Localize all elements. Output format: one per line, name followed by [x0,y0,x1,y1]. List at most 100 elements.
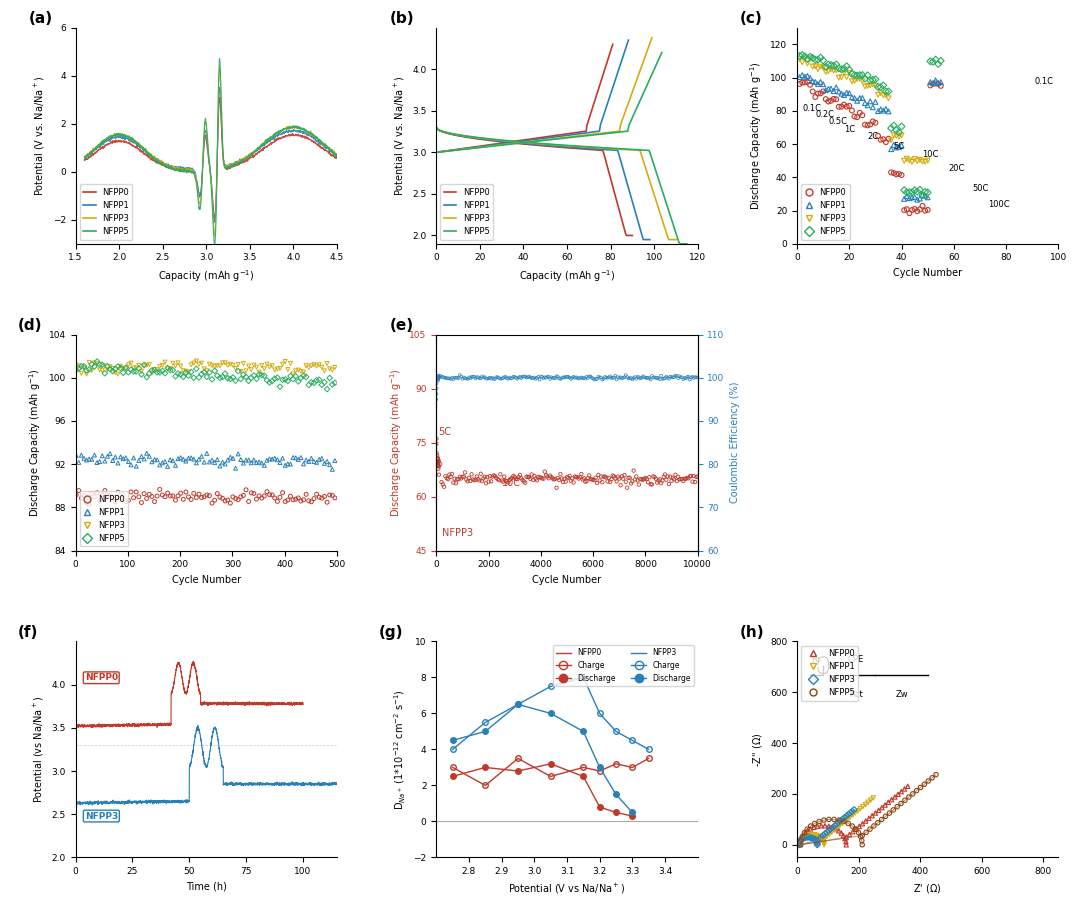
Point [815,832,833,846]
Point [872,86,889,100]
Point [445,372,462,386]
Point [596,370,613,384]
Point [544,471,562,486]
Point [794,828,811,843]
NFPP0
Charge [544,771,557,782]
Point [208,486,226,501]
Point [453,369,470,384]
Point [83,487,100,502]
Point [504,369,522,384]
Point [635,471,652,486]
Point [669,369,686,384]
Point [809,53,826,67]
Text: (g): (g) [379,625,403,640]
Point [627,372,645,386]
Point [633,371,650,385]
Point [825,58,842,73]
Point [490,371,508,385]
NFPP0
Charge [626,762,639,773]
Point [854,816,872,831]
Point [932,53,949,68]
Point [624,474,642,489]
Point [264,373,281,388]
Point [859,118,876,133]
Point [582,369,599,384]
Point [840,65,858,80]
Point [877,84,894,99]
Legend: NFPP0, NFPP1, NFPP3, NFPP5: NFPP0, NFPP1, NFPP3, NFPP5 [801,645,858,701]
Point [67,448,84,463]
Point [888,167,905,182]
Point [485,372,502,386]
Point [836,814,853,829]
Point [619,370,636,384]
Point [796,49,813,64]
Point [120,493,137,508]
Point [616,370,633,384]
Point [872,102,889,117]
Point [70,359,87,373]
Point [644,477,661,491]
Point [908,193,926,207]
Text: 1C: 1C [845,125,855,135]
Point [892,796,909,810]
Point [899,185,916,200]
Point [578,474,595,489]
Point [882,133,900,148]
Point [96,454,113,468]
Point [861,811,878,826]
NFPP3
Charge [478,717,491,728]
Point [824,820,841,834]
Point [625,463,643,478]
Point [912,183,929,197]
Point [429,371,446,385]
Point [522,471,539,486]
Point [677,471,694,486]
Point [818,59,835,74]
Point [295,369,312,384]
Point [457,371,474,385]
Point [670,371,687,385]
Point [854,799,872,814]
Point [430,370,447,384]
Point [146,452,163,467]
Point [827,63,845,77]
Point [225,490,242,504]
Point [429,452,446,467]
Point [430,458,447,473]
Point [183,492,200,507]
Point [793,831,810,845]
NFPP0
Charge [643,753,656,764]
Point [188,491,205,505]
Point [240,373,257,388]
Point [659,371,676,385]
NFPP3
Discharge [478,726,491,737]
Point [313,451,330,466]
Point [676,471,693,486]
Point [526,370,543,384]
Text: (a): (a) [28,11,53,27]
Point [625,371,643,385]
Point [221,450,239,465]
Point [791,835,808,850]
Point [651,472,669,487]
Point [430,372,447,387]
Point [531,372,549,387]
Point [564,471,581,486]
Point [469,469,486,484]
Point [808,835,825,850]
Point [435,479,453,494]
Point [870,803,888,818]
Point [629,473,646,488]
Point [919,774,936,788]
Point [180,451,198,466]
Point [513,371,530,385]
Point [436,371,454,385]
Point [214,455,231,469]
Point [159,361,176,376]
Point [927,76,944,90]
Point [256,361,273,376]
Point [834,812,851,827]
Point [484,469,501,484]
Point [825,64,842,78]
